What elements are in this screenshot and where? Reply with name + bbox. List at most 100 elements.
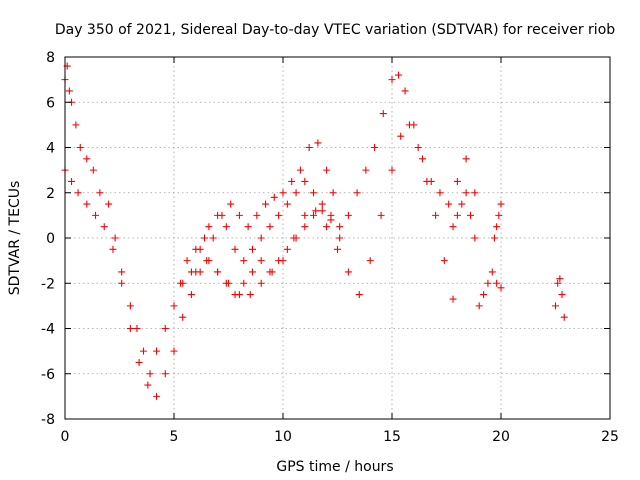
data-point bbox=[318, 207, 326, 215]
y-tick-label: 6 bbox=[46, 95, 55, 111]
data-point bbox=[462, 189, 470, 197]
data-point bbox=[83, 155, 91, 163]
data-point bbox=[275, 211, 283, 219]
y-tick-label: -2 bbox=[41, 276, 55, 292]
data-point bbox=[126, 325, 134, 332]
data-point bbox=[179, 279, 187, 287]
data-point bbox=[301, 211, 309, 219]
data-point bbox=[353, 189, 361, 197]
data-point bbox=[126, 302, 134, 310]
y-axis-label: SDTVAR / TECUs bbox=[7, 181, 23, 296]
data-point bbox=[497, 200, 505, 208]
data-point bbox=[323, 166, 331, 174]
data-point bbox=[488, 268, 496, 276]
axis-ticks bbox=[64, 56, 611, 420]
data-point bbox=[262, 200, 270, 208]
y-tick-label: 8 bbox=[46, 50, 55, 66]
data-point bbox=[279, 189, 287, 197]
data-point bbox=[453, 211, 461, 219]
data-point bbox=[419, 155, 427, 163]
data-point bbox=[100, 223, 108, 231]
data-points bbox=[61, 62, 568, 400]
data-point bbox=[240, 279, 248, 287]
data-point bbox=[301, 177, 309, 185]
data-point bbox=[327, 211, 335, 219]
data-point bbox=[153, 347, 161, 355]
data-point bbox=[248, 245, 256, 253]
data-point bbox=[246, 291, 254, 299]
data-point bbox=[495, 211, 503, 219]
data-point bbox=[270, 193, 278, 201]
data-point bbox=[83, 200, 91, 208]
data-point bbox=[222, 223, 230, 231]
data-point bbox=[235, 211, 243, 219]
data-point bbox=[105, 200, 113, 208]
data-point bbox=[388, 166, 396, 174]
data-point bbox=[111, 234, 119, 242]
data-point bbox=[290, 234, 298, 242]
y-tick-label: 2 bbox=[46, 186, 55, 202]
x-tick-label: 5 bbox=[170, 429, 179, 445]
data-point bbox=[209, 234, 217, 242]
data-point bbox=[453, 177, 461, 185]
data-point bbox=[266, 223, 274, 231]
data-point bbox=[146, 370, 154, 378]
data-point bbox=[76, 144, 84, 151]
data-point bbox=[334, 245, 341, 253]
data-point bbox=[296, 166, 304, 174]
data-point bbox=[257, 279, 265, 287]
data-point bbox=[283, 200, 291, 208]
data-point bbox=[552, 302, 559, 310]
data-point bbox=[144, 381, 152, 389]
data-point bbox=[310, 211, 318, 219]
y-tick-labels: -8 -6 -4 -2 0 2 4 6 8 bbox=[41, 50, 55, 428]
x-tick-label: 0 bbox=[61, 429, 70, 445]
data-point bbox=[314, 139, 322, 147]
data-point bbox=[183, 257, 191, 265]
data-point bbox=[257, 234, 265, 242]
data-point bbox=[65, 87, 73, 95]
data-point bbox=[490, 234, 498, 242]
data-point bbox=[329, 189, 337, 197]
data-point bbox=[312, 207, 320, 215]
data-point bbox=[560, 313, 568, 321]
x-tick-labels: 0 5 10 15 20 25 bbox=[61, 429, 619, 445]
data-point bbox=[68, 177, 76, 185]
grid bbox=[65, 57, 610, 419]
data-point bbox=[336, 234, 344, 242]
data-point bbox=[318, 200, 326, 208]
data-point bbox=[203, 257, 211, 265]
data-point bbox=[371, 144, 379, 151]
data-point bbox=[170, 347, 178, 355]
data-point bbox=[72, 121, 80, 129]
data-point bbox=[248, 268, 256, 276]
data-point bbox=[227, 200, 235, 208]
data-point bbox=[187, 291, 195, 299]
x-tick-label: 20 bbox=[492, 429, 510, 445]
data-point bbox=[414, 144, 422, 151]
data-point bbox=[292, 189, 300, 197]
data-point bbox=[388, 76, 396, 84]
data-point bbox=[497, 284, 505, 292]
data-point bbox=[466, 211, 474, 219]
data-point bbox=[366, 257, 374, 265]
data-point bbox=[205, 223, 213, 231]
data-point bbox=[225, 279, 232, 287]
chart-title: Day 350 of 2021, Sidereal Day-to-day VTE… bbox=[55, 22, 615, 38]
data-point bbox=[554, 279, 562, 287]
data-point bbox=[301, 223, 309, 231]
data-point bbox=[240, 257, 248, 265]
data-point bbox=[401, 87, 409, 95]
data-point bbox=[139, 347, 147, 355]
data-point bbox=[471, 234, 479, 242]
data-point bbox=[153, 392, 161, 400]
data-point bbox=[323, 223, 331, 231]
data-point bbox=[471, 189, 479, 197]
data-point bbox=[231, 245, 239, 253]
data-point bbox=[432, 211, 440, 219]
data-point bbox=[92, 211, 100, 219]
data-point bbox=[133, 325, 141, 332]
data-point bbox=[493, 279, 501, 287]
data-point bbox=[179, 313, 187, 321]
